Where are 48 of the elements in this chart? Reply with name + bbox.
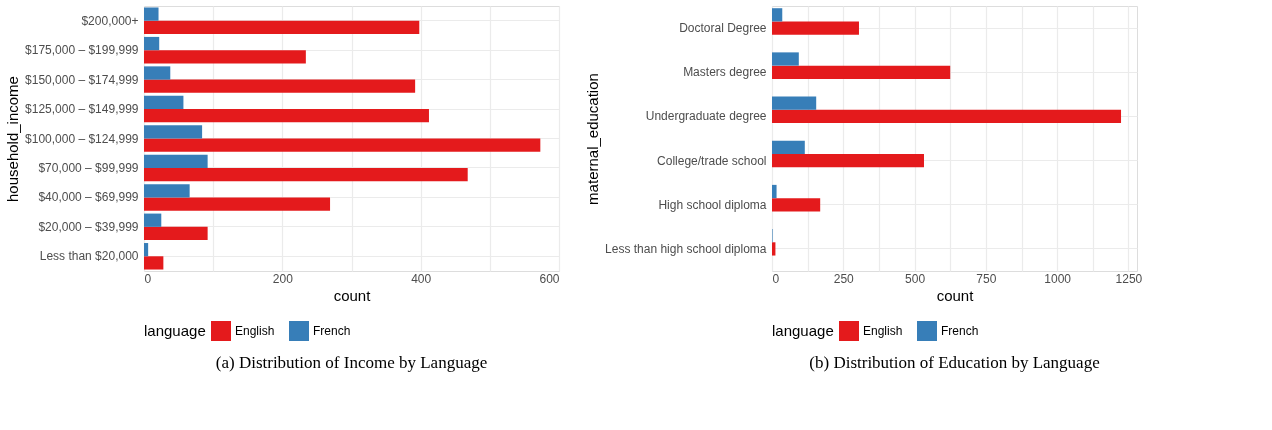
y-tick-label: $40,000 – $69,999 (38, 190, 139, 205)
x-axis-title: count (936, 286, 975, 304)
bar (772, 198, 821, 212)
y-tick-label: $100,000 – $124,999 (25, 131, 139, 146)
bar (772, 21, 859, 35)
x-tick-label: 750 (976, 271, 997, 286)
text: (b) Distribution of Education by Language (809, 353, 1100, 372)
y-tick-label: $150,000 – $174,999 (25, 72, 139, 87)
text: (a) Distribution of Income by Language (215, 353, 488, 372)
legend-label: English (235, 324, 275, 338)
bar (772, 96, 817, 110)
legend-label: French (313, 324, 351, 338)
y-tick-label: Doctoral Degree (679, 21, 767, 36)
y-tick-label: $200,000+ (81, 13, 139, 28)
y-tick-label: Undergraduate degree (645, 109, 767, 124)
bar (772, 52, 799, 66)
y-axis-title: maternal_education (584, 73, 602, 205)
x-tick-label: 400 (411, 271, 432, 286)
x-axis-title: count (333, 286, 372, 304)
x-tick-label: 1000 (1044, 271, 1072, 286)
y-tick-label: $125,000 – $149,999 (25, 102, 139, 117)
y-tick-label: $20,000 – $39,999 (38, 219, 139, 234)
y-tick-label: Less than high school diploma (605, 241, 767, 256)
x-tick-label: 1250 (1115, 271, 1143, 286)
y-axis-title: household_income (4, 76, 22, 202)
y-tick-label: Masters degree (683, 65, 767, 80)
y-tick-label: $70,000 – $99,999 (38, 160, 139, 175)
legend-label: English (863, 324, 903, 338)
y-tick-label: High school diploma (658, 197, 767, 212)
legend-label: French (941, 324, 979, 338)
bar (772, 65, 951, 79)
y-tick-label: Less than $20,000 (39, 249, 139, 264)
x-tick-label: 200 (272, 271, 294, 286)
x-tick-label: 0 (144, 271, 152, 286)
x-tick-label: 500 (905, 271, 926, 286)
y-tick-label: College/trade school (657, 153, 767, 168)
bar (772, 109, 1122, 124)
legend-title: language (772, 322, 834, 339)
x-tick-label: 0 (772, 271, 780, 286)
bar (772, 184, 777, 199)
x-tick-label: 250 (833, 271, 855, 286)
bar (772, 8, 783, 22)
x-tick-label: 600 (539, 271, 560, 286)
bar (772, 153, 924, 168)
y-tick-label: $175,000 – $199,999 (25, 43, 139, 58)
bar (772, 242, 776, 256)
legend-title: language (144, 322, 206, 339)
bar (772, 140, 805, 154)
